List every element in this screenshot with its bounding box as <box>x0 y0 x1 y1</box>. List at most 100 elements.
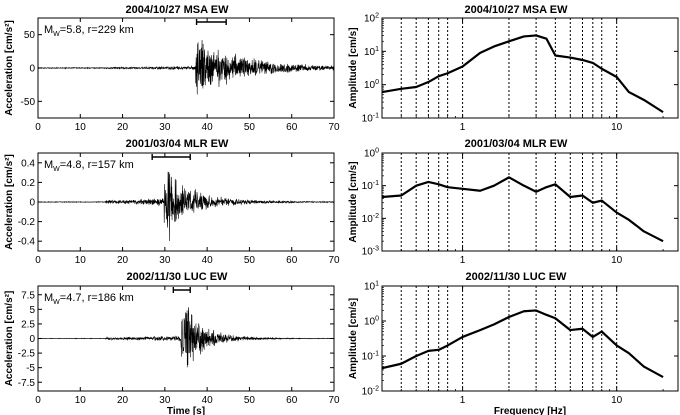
x-tick-label: 10 <box>75 255 87 266</box>
y-tick-label: -50 <box>21 97 36 108</box>
panel-5-plot: 0 10 20 30 40 50 60 70 -7.5 -5 -2.5 0 2.5 5 7.5 Acceler… <box>4 285 340 415</box>
y-axis-label: Amplitude [cm/s] <box>348 27 359 108</box>
y-tick-base: 10 <box>362 181 374 192</box>
y-tick-base: 10 <box>364 282 376 293</box>
y-tick-label: 7.5 <box>21 290 35 301</box>
panel-2-spectrum: 2004/10/27 MSA EW 1 1010-1100101102Amplit… <box>348 4 679 133</box>
x-tick-label: 50 <box>244 255 256 266</box>
panel-5-timeseries: 2002/11/30 LUC EW 0 10 20 30 40 50 60 70-7.5-5-… <box>4 271 340 415</box>
panel-6-spectrum: 2002/11/30 LUC EW 1 1010-210-1100101Ampli… <box>348 271 679 415</box>
magnitude-distance-text: =4.8, r=157 km <box>60 159 134 171</box>
y-tick-label: 101 <box>364 281 379 293</box>
y-tick-label: 2.5 <box>21 319 35 330</box>
panel-4-title: 2001/03/04 MLR EW <box>465 138 568 150</box>
x-tick-label: 70 <box>328 122 340 133</box>
x-tick-label: 1 <box>460 122 466 133</box>
y-tick-label: -7.5 <box>18 378 36 389</box>
y-tick-label: 0 <box>29 64 35 75</box>
y-tick-label: 10-2 <box>362 213 379 225</box>
x-tick-label: 40 <box>202 122 214 133</box>
y-tick-label: 0.2 <box>21 178 35 189</box>
x-tick-label: 20 <box>117 395 129 406</box>
x-tick-label: 50 <box>244 122 256 133</box>
panel-2-title: 2004/10/27 MSA EW <box>465 4 569 16</box>
x-tick-label: 0 <box>35 122 41 133</box>
y-axis-label: Acceleration [cm/s²] <box>4 154 15 250</box>
y-axis-label: Amplitude [cm/s] <box>348 298 359 379</box>
magnitude-distance-text: =4.7, r=186 km <box>60 292 134 304</box>
x-tick-label: 10 <box>611 255 623 266</box>
x-tick-label: 1 <box>460 255 466 266</box>
x-tick-label: 20 <box>117 122 129 133</box>
amplitude-spectrum-line <box>382 309 664 379</box>
y-tick-exponent: -2 <box>373 213 379 220</box>
magnitude-annotation: MW=4.8, r=157 km <box>44 159 134 173</box>
magnitude-symbol: M <box>44 24 53 36</box>
panel-1-timeseries: 2004/10/27 MSA EW 0 10 20 30 40 50 60 70 -50 0 50 A… <box>4 4 340 133</box>
y-axis-label: Acceleration [cm/s²] <box>4 20 15 116</box>
x-tick-label: 0 <box>35 255 41 266</box>
y-tick-base: 10 <box>364 80 376 91</box>
x-tick-label: 10 <box>75 395 87 406</box>
y-axis-label: Amplitude [cm/s] <box>348 161 359 242</box>
y-tick-exponent: -3 <box>373 246 379 253</box>
y-tick-label: 100 <box>364 148 379 160</box>
x-tick-label: 10 <box>611 395 623 406</box>
y-tick-base: 10 <box>364 317 376 328</box>
panel-5-title: 2002/11/30 LUC EW <box>127 271 229 283</box>
y-tick-base: 10 <box>364 149 376 160</box>
plot-frame <box>381 17 679 119</box>
x-tick-label: 0 <box>35 395 41 406</box>
y-tick-base: 10 <box>362 214 374 225</box>
y-tick-base: 10 <box>362 352 374 363</box>
acceleration-trace <box>38 171 334 242</box>
x-tick-label: 20 <box>117 255 129 266</box>
plot-frame <box>381 152 679 252</box>
x-tick-label: 30 <box>159 395 171 406</box>
y-tick-label: 0 <box>29 198 35 209</box>
y-tick-label: 10-1 <box>362 180 379 192</box>
y-tick-base: 10 <box>362 114 374 125</box>
y-tick-label: 102 <box>364 13 379 25</box>
y-tick-base: 10 <box>362 387 374 398</box>
x-tick-label: 30 <box>159 122 171 133</box>
x-axis-label: Time [s] <box>167 406 205 415</box>
y-tick-exponent: 0 <box>375 316 379 323</box>
x-tick-label: 50 <box>244 395 256 406</box>
panel-3-title: 2001/03/04 MLR EW <box>126 138 229 150</box>
y-tick-exponent: -1 <box>373 351 379 358</box>
y-tick-label: 100 <box>364 79 379 91</box>
y-tick-exponent: -1 <box>373 180 379 187</box>
x-tick-label: 60 <box>286 395 298 406</box>
y-tick-label: -2.5 <box>18 349 36 360</box>
y-tick-label: 5 <box>29 305 35 316</box>
y-tick-label: -0.4 <box>18 237 36 248</box>
x-tick-label: 70 <box>328 395 340 406</box>
y-tick-label: 10-2 <box>362 386 379 398</box>
magnitude-symbol: M <box>44 292 53 304</box>
y-tick-label: 10-1 <box>362 113 379 125</box>
magnitude-annotation: MW=4.7, r=186 km <box>44 292 134 306</box>
panel-4-spectrum: 2001/03/04 MLR EW 1 1010-310-210-1100Ampl… <box>348 138 679 266</box>
y-tick-label: -0.2 <box>18 217 36 228</box>
acceleration-trace <box>38 307 334 368</box>
magnitude-distance-text: =5.8, r=229 km <box>60 24 134 36</box>
x-tick-label: 30 <box>159 255 171 266</box>
y-tick-label: 0 <box>29 334 35 345</box>
magnitude-subscript: W <box>53 166 60 173</box>
y-tick-exponent: 2 <box>375 13 379 20</box>
y-tick-base: 10 <box>362 247 374 258</box>
x-tick-label: 40 <box>202 255 214 266</box>
x-tick-label: 10 <box>75 122 87 133</box>
x-tick-label: 60 <box>286 255 298 266</box>
magnitude-annotation: MW=5.8, r=229 km <box>44 24 134 38</box>
y-tick-exponent: -2 <box>373 386 379 393</box>
panel-3-timeseries: 2001/03/04 MLR EW 0 10 20 30 40 50 60 70 -0.4 -0.… <box>4 138 340 266</box>
y-tick-exponent: 0 <box>375 79 379 86</box>
y-tick-label: 0.4 <box>21 158 35 169</box>
panel-1-title: 2004/10/27 MSA EW <box>126 4 230 16</box>
y-tick-label: 50 <box>24 30 36 41</box>
